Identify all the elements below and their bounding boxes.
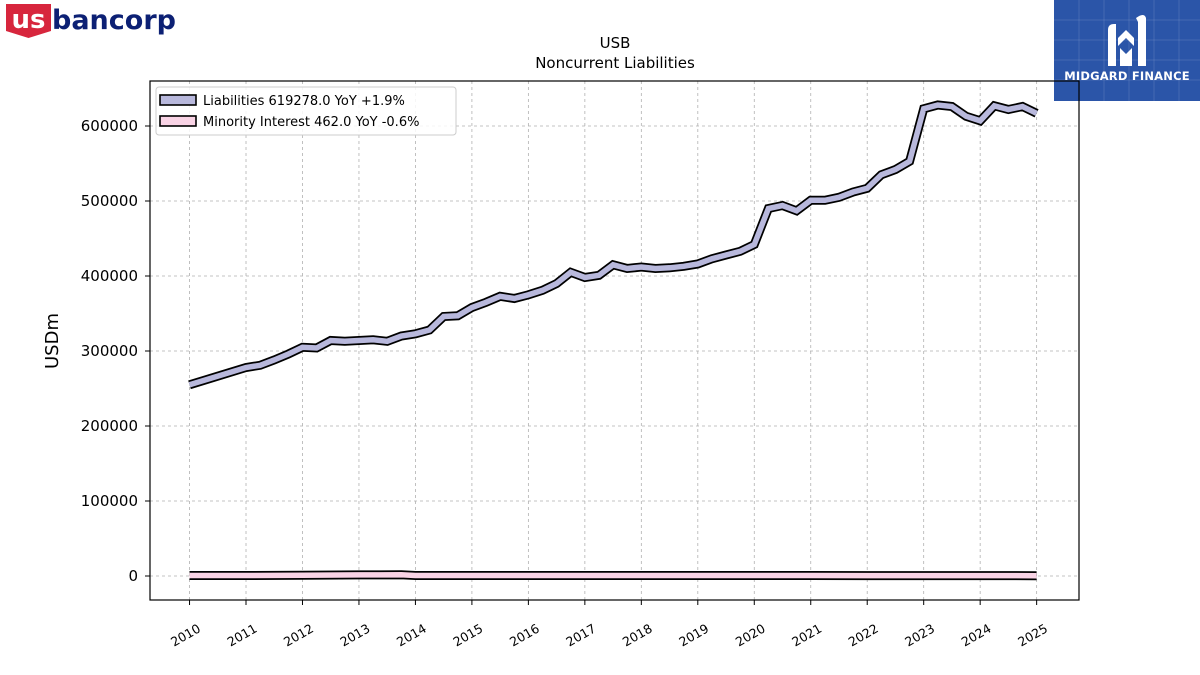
x-tick-label: 2022 [846,621,881,650]
x-tick-label: 2017 [563,621,598,650]
chart-title: USB [600,34,631,52]
y-axis: 0 100000 200000 300000 400000 500000 600000 [81,117,150,585]
legend: Liabilities 619278.0 YoY +1.9% Minority I… [155,86,457,136]
logo-text-us: us [12,5,46,35]
x-tick-label: 2015 [450,621,485,650]
x-tick-label: 2013 [337,621,372,650]
x-tick-label: 2018 [620,621,655,650]
x-tick-label: 2011 [224,621,259,650]
usbancorp-logo: us bancorp [6,4,176,38]
legend-entry: Liabilities 619278.0 YoY +1.9% [203,94,405,109]
x-tick-label: 2020 [733,621,768,650]
x-tick-label: 2023 [902,621,937,650]
grid [150,81,1079,600]
series-line [189,572,1037,579]
x-tick-label: 2021 [789,621,824,650]
y-tick-label: 600000 [81,117,138,135]
chart-subtitle: Noncurrent Liabilities [535,54,695,72]
y-tick-label: 300000 [81,342,138,360]
y-tick-label: 100000 [81,492,138,510]
x-axis: 2010 2011 2012 2013 2014 2015 2016 2017 2018 2019… [168,600,1050,650]
y-tick-label: 0 [128,567,138,585]
legend-entry: Minority Interest 462.0 YoY -0.6% [203,115,419,130]
series-line [188,102,1038,388]
midgard-finance-badge: MIDGARD FINANCE [1054,0,1200,101]
legend-box [155,86,457,136]
x-tick-label: 2012 [281,621,316,650]
midgard-mark-icon [1054,0,1200,101]
y-tick-label: 200000 [81,417,138,435]
x-tick-label: 2019 [676,621,711,650]
x-tick-label: 2025 [1015,621,1050,650]
series-line-outline [188,100,1039,390]
series-1 [189,570,1037,581]
logo-text-bancorp: bancorp [52,5,176,36]
series-layer [188,100,1039,581]
legend-swatch [159,94,197,106]
x-tick-label: 2014 [394,621,429,650]
y-axis-label: USDm [42,313,63,369]
badge-text: MIDGARD FINANCE [1064,69,1190,83]
x-tick-label: 2010 [168,621,203,650]
x-tick-label: 2016 [507,621,542,650]
shield-icon [6,4,51,38]
legend-swatch [159,115,197,127]
plot-frame [149,80,1080,601]
y-tick-label: 500000 [81,192,138,210]
x-tick-label: 2024 [959,621,994,650]
series-0 [188,100,1039,390]
y-tick-label: 400000 [81,267,138,285]
